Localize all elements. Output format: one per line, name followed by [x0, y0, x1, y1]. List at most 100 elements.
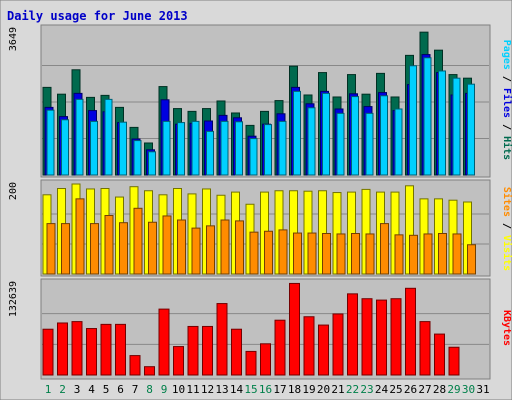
bar-kbytes-day-1: [42, 328, 54, 376]
bar-kbytes-day-8: [144, 366, 155, 376]
bar-kbytes-day-29: [448, 346, 460, 376]
bar-kbytes-day-13: [216, 303, 228, 376]
day-label-20: 20: [317, 383, 330, 396]
bar-sites-day-14: [235, 220, 244, 275]
bar-sites-day-26: [409, 234, 418, 275]
bar-pages-day-29: [452, 77, 461, 176]
legend-hits: Hits: [501, 136, 512, 160]
legend-pages: Pages: [501, 40, 512, 70]
y-max-label: 3649: [8, 27, 19, 51]
bar-kbytes-day-10: [173, 346, 184, 376]
bar-kbytes-day-27: [419, 321, 431, 376]
legend-separator: /: [501, 70, 512, 88]
bar-sites-day-18: [293, 232, 302, 275]
day-label-29: 29: [447, 383, 460, 396]
bar-pages-day-26: [409, 65, 417, 176]
day-label-10: 10: [172, 383, 185, 396]
day-label-13: 13: [215, 383, 228, 396]
bar-kbytes-day-18: [289, 282, 300, 376]
bar-sites-day-5: [104, 215, 114, 275]
bar-pages-day-21: [336, 112, 345, 176]
bar-pages-day-24: [380, 95, 388, 176]
bar-pages-day-20: [322, 92, 330, 176]
bar-sites-day-10: [177, 219, 186, 275]
day-label-31: 31: [476, 383, 489, 396]
bar-pages-day-14: [235, 121, 243, 176]
bar-kbytes-day-7: [129, 355, 141, 376]
day-label-3: 3: [74, 383, 81, 396]
day-label-16: 16: [259, 383, 272, 396]
legend-2: Sites / Visits: [501, 187, 512, 271]
legend-1: Pages / Files / Hits: [501, 40, 512, 160]
bar-pages-day-17: [278, 120, 287, 176]
bar-kbytes-day-14: [231, 328, 242, 376]
bar-kbytes-day-15: [245, 350, 257, 376]
bar-pages-day-28: [438, 70, 446, 176]
day-label-6: 6: [117, 383, 124, 396]
day-label-26: 26: [404, 383, 417, 396]
day-label-2: 2: [59, 383, 66, 396]
bar-sites-day-20: [322, 233, 331, 275]
bar-pages-day-2: [61, 119, 69, 176]
panel-1: 3649 Pages / Files / Hits: [8, 24, 512, 178]
bar-pages-day-7: [133, 140, 142, 176]
legend-visits: Visits: [501, 235, 512, 271]
y-max-label: 132639: [8, 281, 19, 317]
bar-kbytes-day-22: [347, 293, 358, 376]
bar-kbytes-day-21: [332, 313, 344, 376]
bar-kbytes-day-16: [260, 343, 271, 376]
bar-kbytes-day-5: [100, 323, 112, 376]
bar-pages-day-6: [119, 121, 127, 176]
day-label-12: 12: [201, 383, 214, 396]
bar-sites-day-21: [336, 233, 346, 275]
bar-pages-day-11: [191, 120, 200, 176]
bar-pages-day-25: [394, 108, 403, 176]
bar-pages-day-30: [467, 83, 475, 176]
day-axis-labels: 1 2 3 4 5 6 7 8 9 10 11 12 13 14 15 16 17 18 19 20 21 22 23 24 2…: [45, 383, 490, 396]
bar-sites-day-24: [380, 223, 389, 275]
bar-sites-day-25: [394, 234, 404, 275]
bar-pages-day-12: [206, 130, 214, 176]
day-label-19: 19: [302, 383, 315, 396]
bar-sites-day-11: [191, 227, 201, 275]
day-label-30: 30: [462, 383, 475, 396]
legend-files: Files: [501, 88, 512, 118]
legend-kbytes: KBytes: [501, 310, 512, 346]
day-label-24: 24: [375, 383, 389, 396]
bar-sites-day-6: [119, 222, 128, 275]
panel-2: 200 Sites / Visits: [8, 179, 512, 277]
legend-sites: Sites: [501, 187, 512, 217]
bar-sites-day-23: [365, 233, 375, 275]
y-max-label: 200: [8, 182, 19, 200]
bar-sites-day-1: [46, 223, 56, 275]
bar-sites-day-3: [75, 198, 85, 275]
bar-kbytes-day-6: [115, 323, 126, 376]
bar-pages-day-5: [104, 98, 113, 176]
day-label-1: 1: [45, 383, 52, 396]
bar-kbytes-day-11: [187, 325, 199, 376]
legend-separator: /: [501, 118, 512, 136]
bar-sites-day-30: [467, 244, 476, 275]
day-label-17: 17: [273, 383, 286, 396]
day-label-9: 9: [161, 383, 168, 396]
bar-kbytes-day-17: [274, 319, 286, 376]
bar-sites-day-15: [249, 231, 259, 275]
day-label-18: 18: [288, 383, 301, 396]
day-label-23: 23: [360, 383, 373, 396]
bar-sites-day-22: [351, 233, 360, 275]
bar-kbytes-day-2: [57, 322, 68, 376]
day-label-8: 8: [146, 383, 153, 396]
day-label-27: 27: [418, 383, 431, 396]
bar-kbytes-day-24: [376, 299, 387, 376]
bar-sites-day-27: [423, 233, 433, 275]
bar-kbytes-day-26: [405, 287, 416, 376]
bar-sites-day-4: [90, 223, 99, 275]
bar-sites-day-7: [133, 207, 143, 275]
day-label-4: 4: [88, 383, 95, 396]
bar-pages-day-27: [423, 57, 432, 176]
chart-title: Daily usage for June 2013: [7, 9, 188, 23]
bar-sites-day-9: [162, 215, 172, 275]
day-label-11: 11: [186, 383, 199, 396]
bar-sites-day-2: [61, 223, 70, 275]
